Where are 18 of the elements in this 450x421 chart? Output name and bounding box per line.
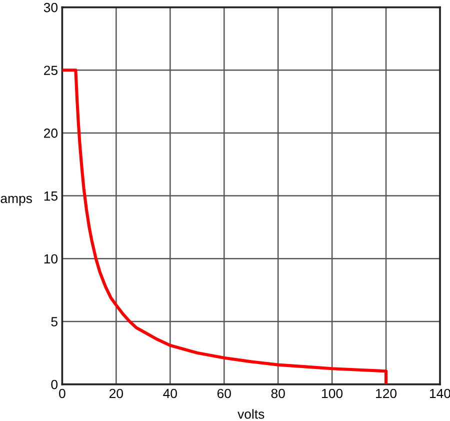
x-tick-label: 40: [163, 388, 177, 398]
y-tick-label: 20: [44, 128, 58, 138]
y-tick-label: 5: [51, 317, 58, 326]
y-tick-label: 0: [51, 380, 58, 390]
x-axis-title: volts: [238, 409, 264, 419]
x-tick-label: 20: [110, 388, 123, 398]
y-tick-label: 30: [44, 2, 58, 12]
y-axis-title: amps: [0, 196, 32, 206]
x-tick-label: 100: [322, 388, 343, 398]
y-tick-label: 10: [44, 254, 58, 264]
line-series: [62, 68, 388, 384]
y-tick-label: 15: [44, 192, 58, 201]
x-tick-label: 120: [376, 388, 397, 398]
y-tick-label: 25: [44, 66, 58, 76]
x-tick-label: 80: [271, 388, 285, 398]
x-tick-label: 0: [59, 388, 66, 398]
x-tick-label: 60: [217, 388, 231, 398]
x-tick-label: 140: [430, 388, 450, 398]
